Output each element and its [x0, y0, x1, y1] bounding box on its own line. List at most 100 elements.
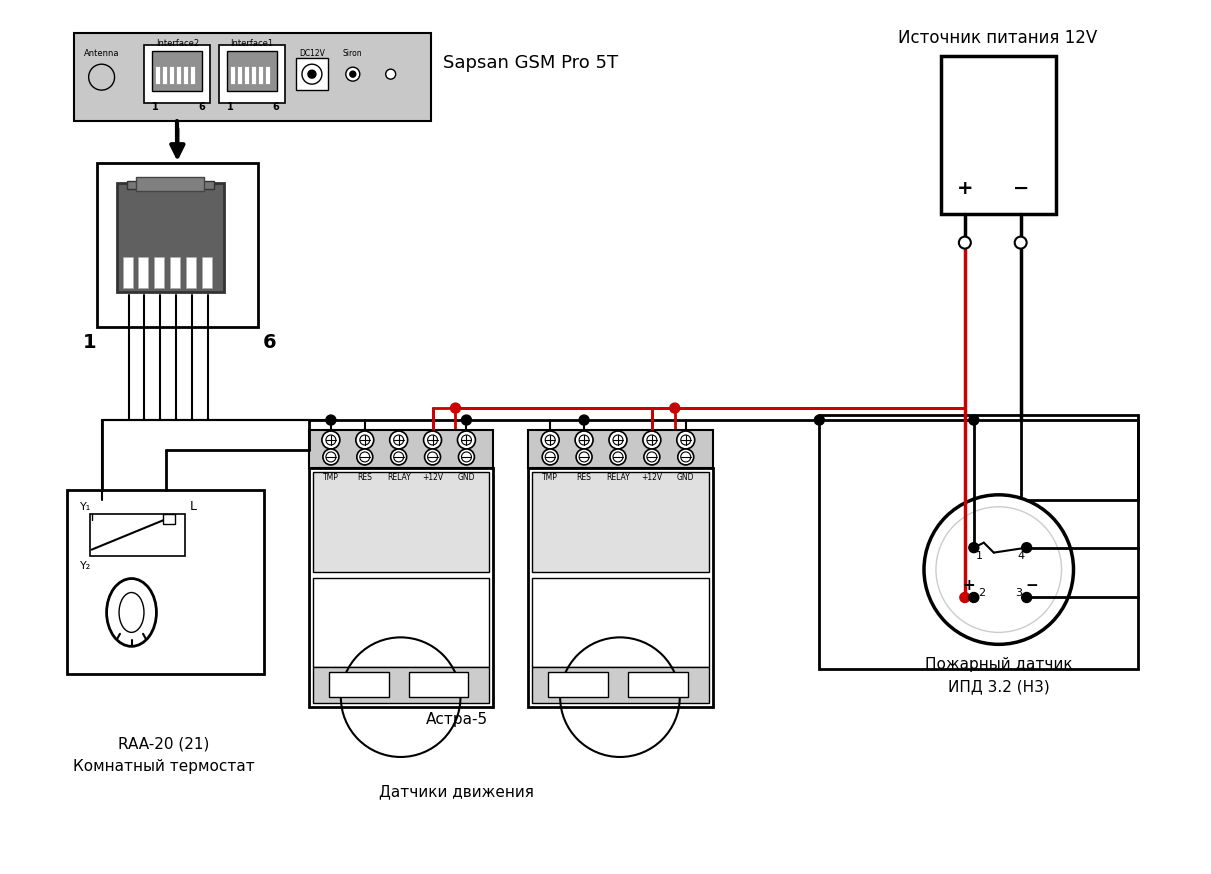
- Text: Датчики движения: Датчики движения: [379, 784, 534, 800]
- Bar: [155, 66, 160, 84]
- Bar: [155, 257, 165, 288]
- Bar: [295, 59, 328, 90]
- Circle shape: [350, 71, 356, 77]
- Circle shape: [302, 64, 322, 84]
- Bar: [228, 52, 277, 91]
- Bar: [532, 667, 708, 704]
- Circle shape: [360, 435, 369, 445]
- Text: RELAY: RELAY: [386, 474, 411, 482]
- Text: Interface2: Interface2: [156, 38, 199, 48]
- Bar: [90, 514, 185, 556]
- Text: −: −: [1012, 179, 1029, 198]
- Circle shape: [969, 593, 978, 602]
- Circle shape: [959, 237, 971, 248]
- Text: 1: 1: [153, 102, 159, 112]
- Circle shape: [643, 431, 661, 449]
- Circle shape: [647, 435, 656, 445]
- Bar: [230, 66, 235, 84]
- Circle shape: [88, 64, 115, 90]
- Text: +: +: [963, 578, 975, 593]
- Circle shape: [613, 435, 622, 445]
- Text: +12V: +12V: [421, 474, 443, 482]
- Circle shape: [814, 415, 825, 425]
- Circle shape: [960, 593, 970, 602]
- Circle shape: [461, 435, 471, 445]
- Circle shape: [458, 431, 476, 449]
- Circle shape: [323, 449, 339, 465]
- Circle shape: [427, 435, 437, 445]
- Bar: [202, 257, 212, 288]
- Bar: [162, 66, 167, 84]
- Bar: [170, 66, 174, 84]
- Circle shape: [326, 452, 335, 462]
- Bar: [312, 472, 489, 572]
- Circle shape: [576, 449, 592, 465]
- Circle shape: [308, 70, 316, 78]
- Bar: [532, 578, 708, 667]
- Circle shape: [459, 449, 475, 465]
- Circle shape: [969, 415, 978, 425]
- Circle shape: [450, 403, 460, 413]
- Text: Interface1: Interface1: [230, 38, 274, 48]
- Circle shape: [427, 452, 437, 462]
- Text: Antenna: Antenna: [84, 49, 120, 58]
- Circle shape: [1022, 543, 1032, 552]
- Text: GND: GND: [677, 474, 694, 482]
- Circle shape: [677, 431, 695, 449]
- Circle shape: [936, 507, 1062, 633]
- Bar: [144, 45, 211, 103]
- Circle shape: [322, 431, 340, 449]
- Circle shape: [1022, 593, 1032, 602]
- Text: ИПД 3.2 (Н3): ИПД 3.2 (Н3): [948, 680, 1050, 695]
- Text: GND: GND: [458, 474, 475, 482]
- Text: Y₂: Y₂: [80, 560, 91, 571]
- Bar: [138, 257, 149, 288]
- Circle shape: [461, 415, 471, 425]
- Bar: [177, 66, 182, 84]
- Circle shape: [609, 431, 627, 449]
- Circle shape: [385, 69, 396, 80]
- Text: 6: 6: [197, 102, 205, 112]
- Bar: [820, 415, 1138, 669]
- Circle shape: [579, 435, 589, 445]
- Bar: [153, 52, 202, 91]
- Text: RES: RES: [576, 474, 591, 482]
- Bar: [186, 257, 196, 288]
- Bar: [629, 672, 688, 697]
- Circle shape: [545, 435, 555, 445]
- Bar: [532, 472, 708, 572]
- Bar: [122, 257, 132, 288]
- Bar: [163, 514, 176, 524]
- Ellipse shape: [107, 579, 156, 647]
- Circle shape: [360, 452, 369, 462]
- Circle shape: [541, 431, 559, 449]
- Circle shape: [670, 403, 679, 413]
- Circle shape: [326, 415, 335, 425]
- Text: 2: 2: [978, 587, 986, 598]
- Bar: [309, 430, 493, 468]
- Bar: [183, 66, 189, 84]
- Bar: [258, 66, 263, 84]
- Circle shape: [610, 449, 626, 465]
- Text: Пожарный датчик: Пожарный датчик: [925, 656, 1073, 672]
- Circle shape: [969, 543, 978, 552]
- Bar: [137, 177, 205, 191]
- Bar: [190, 66, 195, 84]
- Text: Источник питания 12V: Источник питания 12V: [899, 29, 1097, 47]
- Text: RAA-20 (21): RAA-20 (21): [117, 737, 210, 752]
- Circle shape: [924, 495, 1073, 644]
- Text: 3: 3: [1015, 587, 1022, 598]
- Circle shape: [357, 449, 373, 465]
- Circle shape: [545, 452, 555, 462]
- Text: 6: 6: [272, 102, 280, 112]
- Circle shape: [391, 449, 407, 465]
- Bar: [126, 181, 214, 189]
- Text: TMP: TMP: [543, 474, 558, 482]
- Bar: [171, 257, 180, 288]
- Bar: [309, 468, 493, 707]
- Bar: [219, 45, 285, 103]
- Text: +12V: +12V: [642, 474, 662, 482]
- Text: 4: 4: [1017, 551, 1025, 560]
- Bar: [265, 66, 270, 84]
- Circle shape: [681, 435, 690, 445]
